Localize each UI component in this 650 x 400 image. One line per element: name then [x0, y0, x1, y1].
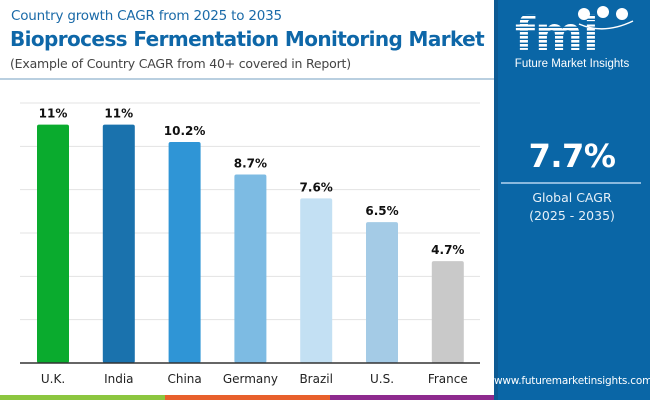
x-tick-label: Germany [223, 372, 278, 386]
x-tick-label: Brazil [299, 372, 333, 386]
footer-band-orange [165, 395, 330, 400]
x-tick-label: U.S. [370, 372, 394, 386]
data-label: 11% [39, 107, 68, 121]
globe-icon [597, 6, 609, 18]
data-label: 6.5% [365, 204, 398, 218]
website-link[interactable]: www.futuremarketinsights.com [494, 375, 650, 387]
bar-china [168, 142, 201, 363]
logo-text: Future Market Insights [514, 58, 630, 70]
fmi-logo: fmi [515, 6, 634, 54]
bar-brazil [300, 198, 333, 363]
globe-icon [616, 8, 628, 20]
bar-chart: 11% 11% 10.2% 8.7% 7.6% 6.5% 4.7% U.K. India Chi… [20, 102, 480, 386]
bar-france [431, 261, 464, 363]
x-tick-label: U.K. [41, 372, 65, 386]
global-cagr-value: 7.7% [528, 137, 616, 175]
arc-icon [578, 20, 634, 30]
bars [37, 124, 464, 363]
footer-band-green [0, 395, 165, 400]
bar-germany [234, 174, 267, 363]
global-cagr-period: (2025 - 2035) [529, 208, 615, 223]
data-label: 11% [104, 107, 133, 121]
data-label: 10.2% [164, 124, 206, 138]
chart-header: Country growth CAGR from 2025 to 2035 Bi… [0, 0, 494, 78]
x-tick-label: France [428, 372, 468, 386]
sidebar-panel: fmi Future Market Insights 7.7% Global C… [494, 0, 650, 400]
chart-note: (Example of Country CAGR from 40+ covere… [10, 56, 351, 71]
x-tick-labels: U.K. India China Germany Brazil U.S. France [41, 372, 468, 386]
data-label: 4.7% [431, 243, 464, 257]
chart-title: Bioprocess Fermentation Monitoring Marke… [10, 27, 485, 51]
global-cagr-label: Global CAGR [532, 190, 612, 205]
globe-icon [578, 8, 590, 20]
data-label: 8.7% [234, 157, 267, 171]
x-tick-label: China [167, 372, 201, 386]
gridlines [20, 102, 480, 321]
bar-india [102, 124, 135, 363]
x-tick-label: India [104, 372, 133, 386]
data-label: 7.6% [300, 180, 333, 194]
data-labels: 11% 11% 10.2% 8.7% 7.6% 6.5% 4.7% [39, 107, 465, 258]
footer-band-purple [330, 395, 494, 400]
header-divider [0, 78, 494, 80]
chart-subtitle: Country growth CAGR from 2025 to 2035 [11, 8, 282, 24]
bar-uk [37, 124, 69, 363]
bar-us [366, 222, 398, 363]
sidebar-divider [501, 182, 641, 184]
